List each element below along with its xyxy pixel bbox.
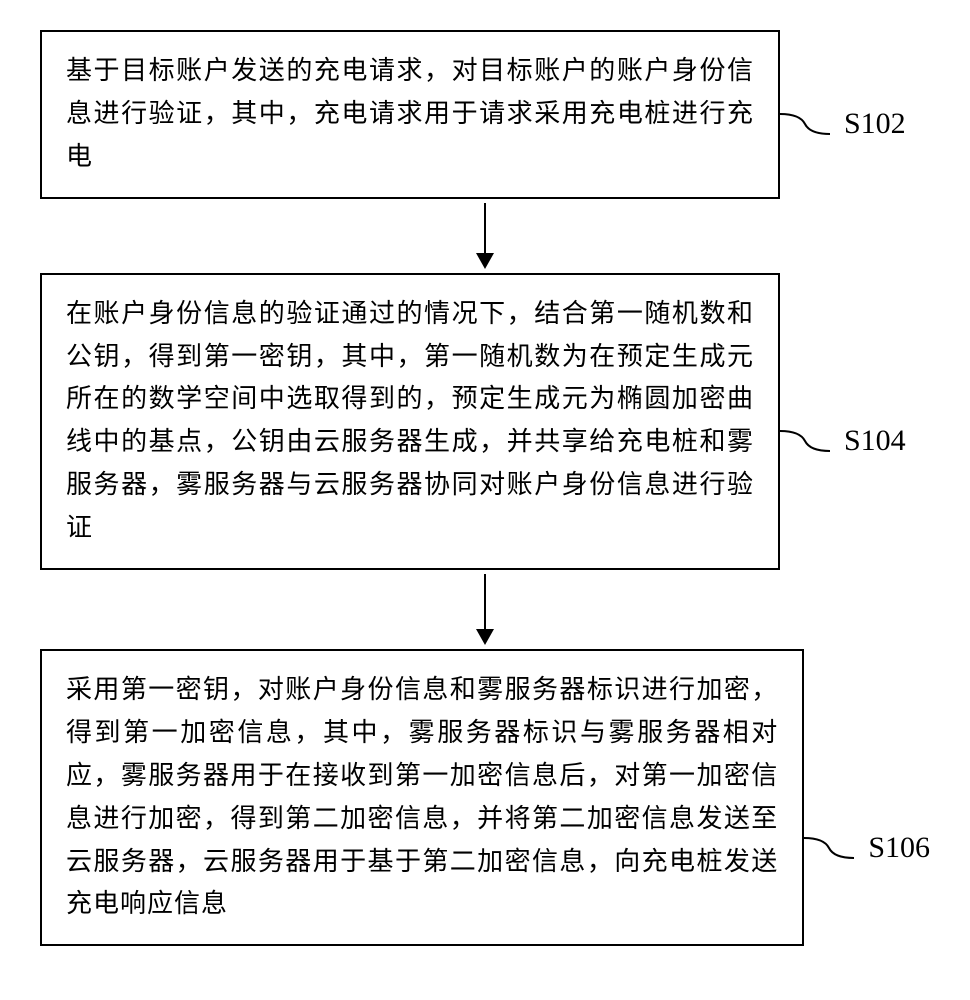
step-text-s104: 在账户身份信息的验证通过的情况下，结合第一随机数和公钥，得到第一密钥，其中，第一… (66, 299, 754, 542)
curve-s104 (780, 411, 840, 471)
label-connector-s104: S104 (780, 411, 906, 471)
arrow-s104-s106 (115, 574, 855, 645)
step-box-s104: 在账户身份信息的验证通过的情况下，结合第一随机数和公钥，得到第一密钥，其中，第一… (40, 273, 780, 570)
arrow-line (484, 574, 486, 629)
curve-s106 (804, 818, 864, 878)
step-box-s106: 采用第一密钥，对账户身份信息和雾服务器标识进行加密，得到第一加密信息，其中，雾服… (40, 649, 804, 946)
step-text-s102: 基于目标账户发送的充电请求，对目标账户的账户身份信息进行验证，其中，充电请求用于… (66, 56, 754, 171)
label-connector-s102: S102 (780, 94, 906, 154)
arrow-head (476, 253, 494, 269)
arrow-head (476, 629, 494, 645)
step-box-s102: 基于目标账户发送的充电请求，对目标账户的账户身份信息进行验证，其中，充电请求用于… (40, 30, 780, 199)
arrow-line (484, 203, 486, 253)
step-label-s102: S102 (844, 107, 906, 141)
step-row-s104: 在账户身份信息的验证通过的情况下，结合第一随机数和公钥，得到第一密钥，其中，第一… (40, 273, 930, 570)
step-text-s106: 采用第一密钥，对账户身份信息和雾服务器标识进行加密，得到第一加密信息，其中，雾服… (66, 675, 778, 918)
step-label-s106: S106 (868, 831, 930, 865)
curve-s102 (780, 94, 840, 154)
step-label-s104: S104 (844, 424, 906, 458)
flowchart-container: 基于目标账户发送的充电请求，对目标账户的账户身份信息进行验证，其中，充电请求用于… (40, 30, 930, 946)
step-row-s106: 采用第一密钥，对账户身份信息和雾服务器标识进行加密，得到第一加密信息，其中，雾服… (40, 649, 930, 946)
label-connector-s106: S106 (804, 818, 930, 878)
arrow-s102-s104 (115, 203, 855, 269)
step-row-s102: 基于目标账户发送的充电请求，对目标账户的账户身份信息进行验证，其中，充电请求用于… (40, 30, 930, 199)
